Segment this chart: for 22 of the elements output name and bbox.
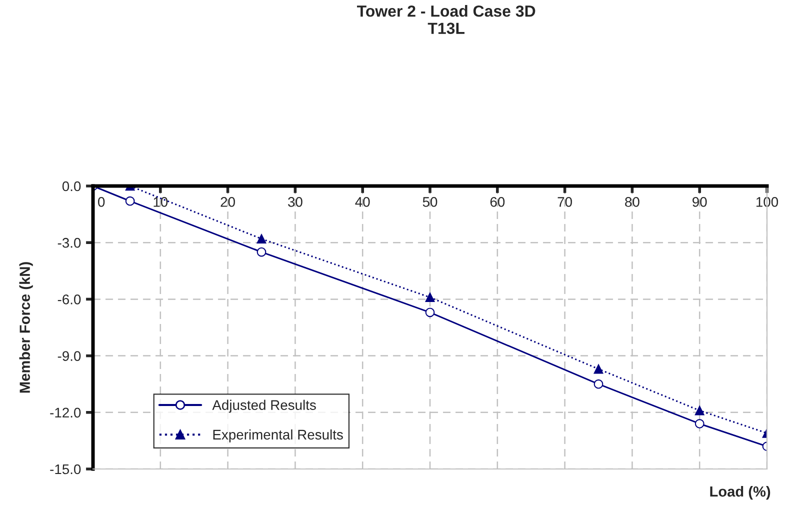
x-axis-title: Load (%) (710, 486, 770, 500)
y-tick-label: -12.0 (50, 408, 81, 418)
y-tick-label: 0.0 (62, 181, 81, 192)
y-axis-title: Member Force (kN) (19, 262, 33, 393)
legend-label: Experimental Results (213, 429, 343, 442)
x-tick-label: 90 (692, 197, 707, 207)
y-tick-label: -15.0 (50, 464, 81, 474)
x-tick-label: 0 (98, 197, 105, 207)
x-tick-label: 50 (422, 197, 438, 207)
x-tick-label: 20 (220, 197, 235, 207)
x-tick-label: 80 (625, 197, 640, 207)
y-tick-label: -6.0 (58, 294, 81, 304)
x-tick-label: 30 (288, 197, 302, 207)
y-tick-label: -3.0 (58, 238, 81, 248)
chart-title: Tower 2 - Load Case 3D T13L (357, 5, 536, 34)
x-tick-label: 10 (154, 197, 168, 207)
x-tick-label: 60 (490, 197, 505, 207)
x-tick-label: 100 (756, 197, 778, 207)
x-tick-label: 70 (558, 197, 572, 207)
legend-label: Adjusted Results (212, 400, 316, 413)
y-tick-label: -9.0 (58, 351, 81, 361)
x-tick-label: 40 (355, 197, 370, 207)
